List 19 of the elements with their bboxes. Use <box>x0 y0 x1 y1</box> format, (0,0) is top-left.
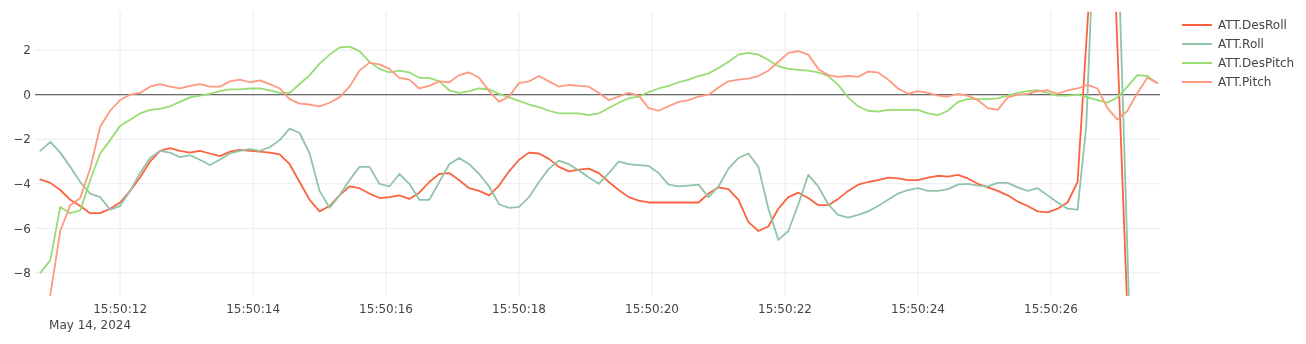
x-tick-label: 15:50:22 <box>758 302 812 316</box>
legend-label: ATT.Pitch <box>1218 75 1272 90</box>
y-tick-label: −8 <box>13 266 31 281</box>
legend-label: ATT.DesPitch <box>1218 56 1295 71</box>
y-tick-label: 2 <box>23 43 31 58</box>
legend-label: ATT.Roll <box>1218 37 1264 52</box>
x-tick-label: 15:50:18 <box>492 302 546 316</box>
y-tick-label: −2 <box>13 132 31 147</box>
x-tick-label: 15:50:20 <box>625 302 679 316</box>
x-tick-label: 15:50:12 <box>93 302 148 316</box>
x-tick-label: 15:50:14 <box>226 302 281 316</box>
x-tick-label: 15:50:16 <box>359 302 414 316</box>
text: May 14, 2024 <box>49 318 132 332</box>
x-tick-label: 15:50:24 <box>891 302 945 316</box>
legend-label: ATT.DesRoll <box>1218 18 1287 33</box>
x-tick-label: 15:50:26 <box>1024 302 1078 316</box>
y-tick-label: −4 <box>13 176 31 191</box>
y-tick-label: 0 <box>23 87 31 102</box>
y-tick-label: −6 <box>13 221 31 236</box>
